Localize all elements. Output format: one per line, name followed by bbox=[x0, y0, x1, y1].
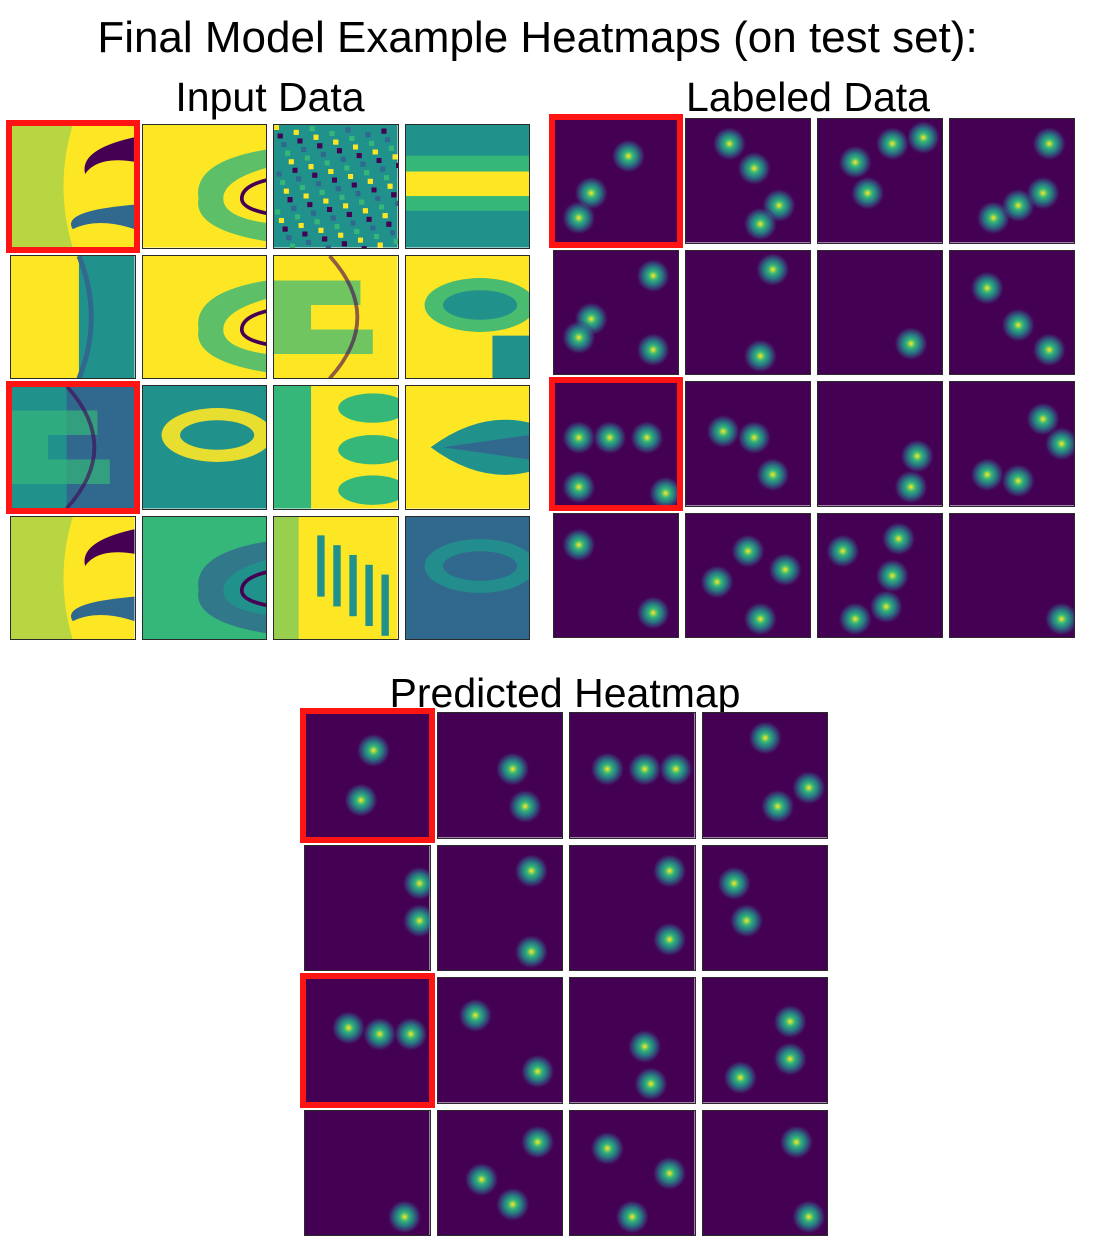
input-tile bbox=[141, 254, 267, 379]
labeled-data-grid bbox=[553, 118, 1075, 638]
input-tile bbox=[404, 124, 530, 249]
labeled-tile bbox=[949, 249, 1075, 375]
labeled-tile bbox=[817, 381, 943, 507]
labeled-tile bbox=[817, 118, 943, 244]
predicted-tile bbox=[569, 1109, 696, 1236]
predicted-tile bbox=[569, 844, 696, 971]
input-tile bbox=[10, 254, 136, 379]
predicted-heatmap-grid bbox=[304, 712, 828, 1236]
input-tile bbox=[141, 385, 267, 510]
input-tile bbox=[10, 515, 136, 640]
input-tile bbox=[404, 385, 530, 510]
input-tile bbox=[273, 124, 399, 249]
labeled-tile bbox=[685, 381, 811, 507]
input-tile bbox=[404, 254, 530, 379]
labeled-tile bbox=[685, 512, 811, 638]
predicted-tile bbox=[304, 844, 431, 971]
predicted-tile bbox=[701, 712, 828, 839]
labeled-data-label: Labeled Data bbox=[686, 74, 930, 120]
labeled-tile bbox=[685, 249, 811, 375]
predicted-tile bbox=[569, 712, 696, 839]
labeled-tile bbox=[949, 118, 1075, 244]
input-tile bbox=[273, 515, 399, 640]
labeled-tile bbox=[553, 118, 679, 244]
input-tile bbox=[273, 254, 399, 379]
predicted-tile bbox=[701, 1109, 828, 1236]
predicted-tile bbox=[436, 1109, 563, 1236]
predicted-tile bbox=[304, 1109, 431, 1236]
predicted-tile bbox=[701, 844, 828, 971]
predicted-heatmap-label: Predicted Heatmap bbox=[389, 670, 741, 716]
labeled-tile bbox=[817, 512, 943, 638]
input-data-grid bbox=[10, 124, 530, 640]
labeled-tile bbox=[817, 249, 943, 375]
input-tile bbox=[10, 385, 136, 510]
predicted-tile bbox=[304, 712, 431, 839]
predicted-tile bbox=[436, 712, 563, 839]
labeled-tile bbox=[553, 249, 679, 375]
input-tile bbox=[273, 385, 399, 510]
predicted-tile bbox=[436, 844, 563, 971]
input-tile bbox=[10, 124, 136, 249]
predicted-tile bbox=[569, 977, 696, 1104]
input-tile bbox=[141, 124, 267, 249]
predicted-tile bbox=[701, 977, 828, 1104]
labeled-tile bbox=[685, 118, 811, 244]
input-data-label: Input Data bbox=[175, 74, 365, 120]
input-tile bbox=[404, 515, 530, 640]
labeled-tile bbox=[949, 512, 1075, 638]
predicted-tile bbox=[304, 977, 431, 1104]
labeled-tile bbox=[553, 381, 679, 507]
figure-title: Final Model Example Heatmaps (on test se… bbox=[97, 13, 978, 62]
labeled-tile bbox=[949, 381, 1075, 507]
labeled-tile bbox=[553, 512, 679, 638]
predicted-tile bbox=[436, 977, 563, 1104]
input-tile bbox=[141, 515, 267, 640]
